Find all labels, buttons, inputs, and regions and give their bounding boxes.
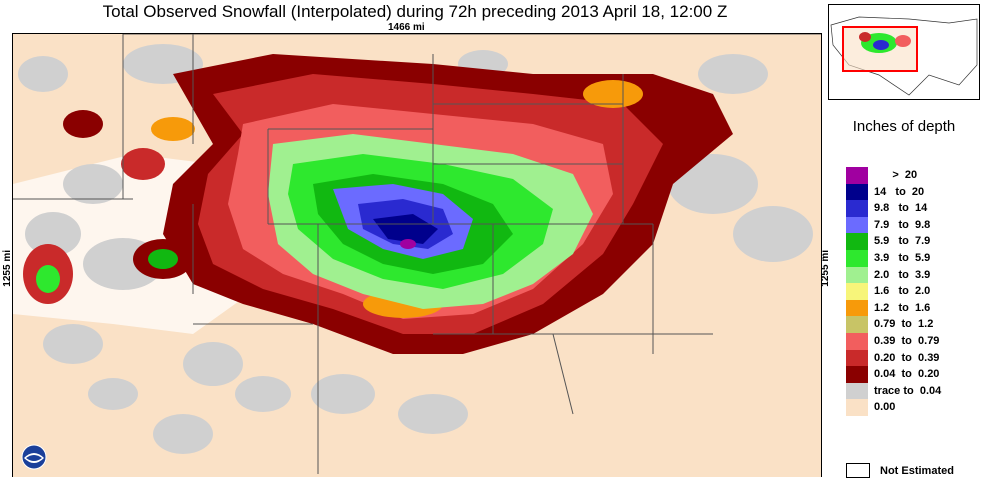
legend-swatch (846, 399, 868, 416)
legend-swatch (846, 283, 868, 300)
legend-swatch (846, 183, 868, 201)
snowfall-map-graphic (13, 34, 821, 477)
legend-row: 0.39 to 0.79 (846, 332, 980, 350)
legend-label: 0.39 to 0.79 (874, 334, 940, 347)
state-borders (13, 34, 713, 474)
horizontal-scale-label: 1466 mi (388, 22, 425, 33)
legend-label: 0.04 to 0.20 (874, 368, 940, 381)
legend-label: 5.9 to 7.9 (874, 235, 931, 248)
legend-label: 9.8 to 14 (874, 202, 928, 215)
legend-label: 3.9 to 5.9 (874, 251, 931, 264)
legend-label: trace to 0.04 (874, 384, 942, 397)
legend-swatch (846, 233, 868, 250)
legend-label: 1.2 to 1.6 (874, 301, 931, 314)
legend-label: 7.9 to 9.8 (874, 218, 931, 231)
map-title: Total Observed Snowfall (Interpolated) d… (102, 2, 728, 21)
legend-label: 0.79 to 1.2 (874, 318, 934, 331)
noaa-logo-icon (21, 444, 47, 470)
legend-label: 0.20 to 0.39 (874, 351, 940, 364)
legend-swatch (846, 200, 868, 217)
snow-over-20 (400, 239, 416, 249)
legend-row: 2.0 to 3.9 (846, 266, 980, 284)
legend-row: 3.9 to 5.9 (846, 249, 980, 267)
not-estimated-label: Not Estimated (880, 465, 954, 477)
legend-swatch (846, 266, 868, 284)
legend-row: 0.00 (846, 399, 980, 416)
legend-swatch (846, 382, 868, 400)
legend-row: 1.6 to 2.0 (846, 283, 980, 300)
legend-row: 0.20 to 0.39 (846, 349, 980, 367)
legend-swatch (846, 216, 868, 234)
legend-label: > 20 (874, 169, 918, 181)
western-snow-patches (23, 110, 193, 304)
legend-label: 0.00 (874, 401, 896, 414)
legend-not-estimated: Not Estimated (846, 461, 980, 478)
legend-row: 7.9 to 9.8 (846, 216, 980, 234)
legend-row: 0.79 to 1.2 (846, 316, 980, 333)
legend-swatch (846, 332, 868, 350)
legend-row: 5.9 to 7.9 (846, 233, 980, 250)
legend-row: 9.8 to 14 (846, 200, 980, 217)
legend: > 20 14 to 20 9.8 to 14 7.9 to 9.8 5.9 to 7.… (846, 167, 980, 416)
snow-14-20 (373, 214, 438, 244)
legend-label: 14 to 20 (874, 185, 925, 198)
legend-label: 1.6 to 2.0 (874, 285, 931, 298)
inset-region-box (842, 26, 918, 72)
legend-title: Inches of depth (852, 118, 956, 135)
legend-row: > 20 (846, 167, 980, 184)
legend-row: 1.2 to 1.6 (846, 299, 980, 317)
legend-label: 2.0 to 3.9 (874, 268, 931, 281)
legend-row: 14 to 20 (846, 183, 980, 201)
legend-swatch (846, 167, 868, 184)
inset-map-graphic (830, 16, 978, 96)
legend-swatch (846, 299, 868, 317)
legend-swatch (846, 349, 868, 367)
snowfall-map[interactable] (12, 33, 822, 477)
legend-row: trace to 0.04 (846, 382, 980, 400)
inset-locator-map[interactable] (828, 4, 980, 100)
legend-swatch (846, 366, 868, 383)
legend-swatch (846, 316, 868, 333)
legend-row: 0.04 to 0.20 (846, 366, 980, 383)
legend-swatch (846, 249, 868, 267)
